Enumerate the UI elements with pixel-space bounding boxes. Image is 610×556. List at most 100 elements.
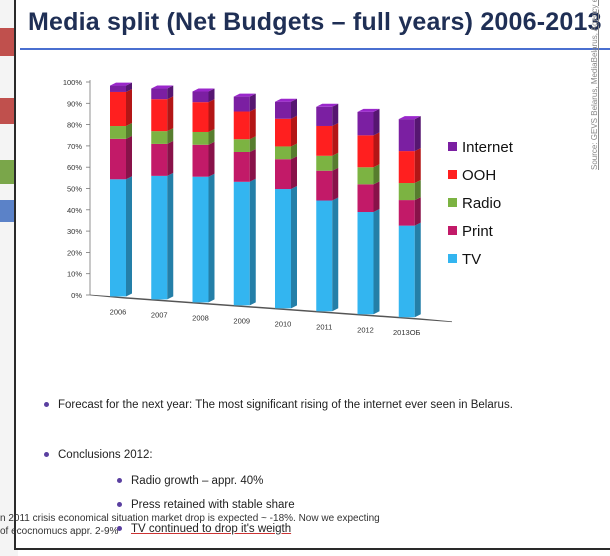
legend-label-ooh: OOH [462, 167, 496, 184]
bar-side-tv [249, 178, 256, 306]
bar-side-tv [414, 222, 421, 318]
bar-segment-ooh [275, 118, 291, 147]
y-tick-label: 60% [67, 163, 82, 172]
bar-side-internet [167, 85, 174, 100]
bar-side-internet [414, 116, 421, 152]
bullet-dot-icon [117, 478, 122, 483]
bar-side-radio [414, 180, 421, 201]
y-tick-label: 40% [67, 206, 82, 215]
source-text: Source: GEVS Belarus, MediaBelarus, Agen… [590, 0, 599, 170]
bar-top [316, 103, 339, 107]
chart-floor [89, 294, 453, 323]
bar-segment-radio [192, 131, 209, 145]
bar-side-radio [291, 143, 297, 160]
bar-top [110, 82, 132, 86]
bar-segment-internet [398, 119, 415, 152]
bar-segment-internet [192, 91, 209, 103]
y-tick-label: 10% [67, 270, 82, 279]
bar-segment-tv [192, 176, 209, 303]
footer-note: n 2011 crisis economical situation marke… [0, 512, 600, 538]
bar-side-ooh [249, 108, 256, 140]
bar-side-tv [208, 173, 215, 303]
slide: Media split (Net Budgets – full years) 2… [14, 0, 610, 550]
x-tick-label: 2008 [192, 313, 209, 322]
x-tick-label: 2007 [151, 310, 168, 319]
bar-segment-tv [151, 175, 168, 300]
bar-side-ooh [373, 132, 380, 168]
bullet-dot-icon [44, 402, 49, 407]
bar-segment-radio [275, 146, 291, 160]
bar-side-internet [249, 93, 256, 112]
title-divider [20, 48, 610, 50]
bar-top [357, 108, 380, 112]
y-tick-label: 70% [67, 142, 82, 151]
bar-segment-tv [398, 225, 415, 318]
bar-segment-internet [110, 85, 126, 92]
y-tick-label: 80% [67, 121, 82, 130]
legend-swatch-tv [448, 254, 457, 263]
background-swatch-red [0, 28, 14, 56]
bullet-conclusions-text: Conclusions 2012: [58, 449, 153, 461]
y-tick-label: 0% [71, 291, 82, 300]
bar-side-print [126, 135, 132, 180]
bar-segment-tv [316, 200, 333, 312]
y-tick-label: 30% [67, 227, 82, 236]
bar-side-internet [291, 98, 297, 119]
bar-side-internet [332, 103, 339, 126]
bar-side-ooh [208, 99, 215, 132]
background-swatch-blue [0, 200, 14, 222]
bar-side-ooh [414, 148, 421, 184]
x-tick-label: 2013ОБ [393, 328, 421, 337]
sub-bullet: Radio growth – appr. 40% [117, 474, 264, 488]
bar-segment-tv [275, 189, 291, 309]
bar-side-print [167, 140, 174, 176]
bar-segment-internet [151, 88, 168, 100]
bar-segment-radio [398, 183, 415, 201]
bar-segment-internet [275, 101, 291, 119]
bar-side-print [414, 197, 421, 226]
bar-side-print [208, 141, 215, 177]
sub-bullet: Press retained with stable share [117, 498, 295, 512]
bullet-dot-icon [44, 452, 49, 457]
bar-side-tv [332, 197, 339, 312]
legend-label-print: Print [462, 223, 494, 240]
bar-side-radio [208, 128, 215, 145]
source-note: Source: GEVS Belarus, MediaBelarus, Agen… [590, 0, 599, 170]
bar-segment-ooh [357, 135, 374, 168]
bar-top [398, 116, 421, 120]
bar-segment-ooh [151, 99, 168, 132]
slide-title: Media split (Net Budgets – full years) 2… [28, 8, 602, 36]
y-tick-label: 50% [67, 185, 82, 194]
bar-segment-internet [233, 96, 250, 112]
bar-side-internet [126, 82, 132, 92]
bar-segment-print [316, 170, 333, 201]
legend-label-internet: Internet [462, 139, 514, 156]
bar-side-ooh [126, 88, 132, 127]
bar-segment-tv [110, 179, 126, 297]
x-tick-label: 2011 [316, 322, 332, 331]
bar-side-ooh [332, 122, 339, 156]
bar-side-print [249, 148, 256, 182]
sub-bullet-text: Radio growth – appr. 40% [131, 475, 264, 487]
bar-side-internet [208, 88, 215, 103]
footer-line: n 2011 crisis economical situation marke… [0, 513, 380, 524]
x-tick-label: 2009 [233, 316, 250, 325]
bar-segment-ooh [233, 111, 250, 140]
bar-segment-radio [110, 126, 126, 139]
bullet-dot-icon [117, 502, 122, 507]
bar-segment-ooh [192, 102, 209, 132]
bar-segment-tv [357, 212, 374, 315]
bar-segment-ooh [110, 91, 126, 127]
bar-segment-radio [316, 155, 333, 171]
bar-side-tv [167, 172, 174, 300]
y-tick-label: 100% [63, 78, 83, 87]
bar-side-radio [126, 123, 132, 139]
bar-side-tv [126, 176, 132, 297]
stacked-bar-chart: 0% 10% 20% 30% 40% 50% 60% 70% 80% 90% 100% 2006 200… [63, 78, 514, 337]
y-tick-label: 90% [67, 99, 82, 108]
bar-side-print [291, 156, 297, 190]
bar-top [233, 93, 256, 97]
bar-side-tv [291, 186, 297, 309]
bar-side-radio [167, 128, 174, 144]
legend-label-radio: Radio [462, 195, 501, 212]
